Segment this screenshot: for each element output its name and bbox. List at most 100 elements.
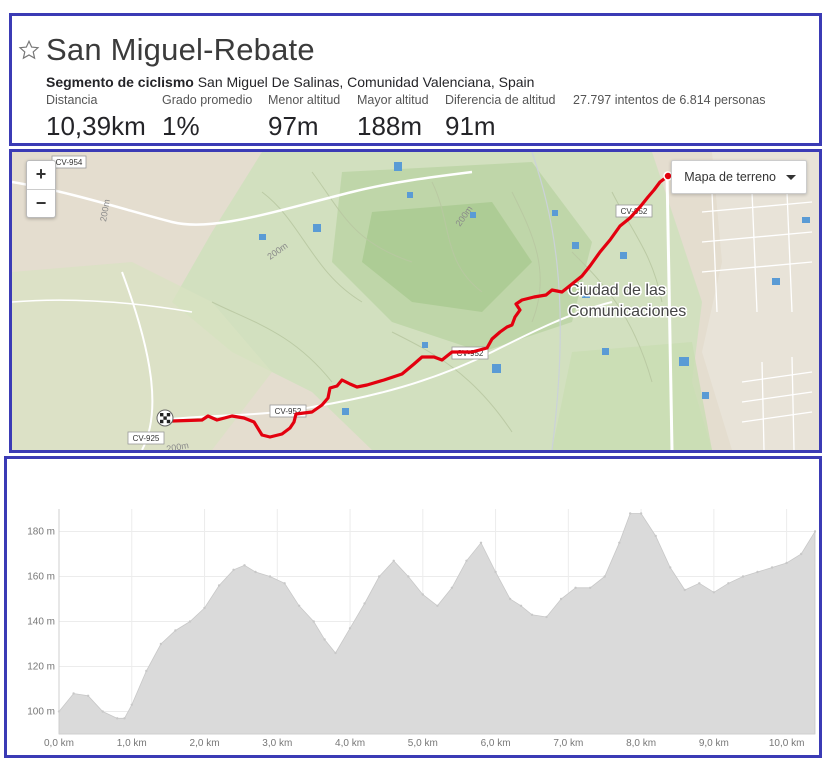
elevation-point — [712, 591, 716, 594]
elevation-point — [268, 575, 272, 578]
segment-route[interactable] — [170, 174, 670, 439]
attempts-count: 27.797 intentos de 6.814 personas — [573, 93, 766, 107]
elevation-point — [217, 584, 221, 587]
x-tick-label: 9,0 km — [699, 738, 729, 749]
road-label-cv954: CV-954 — [51, 155, 87, 169]
segment-type: Segmento de ciclismo — [46, 74, 194, 90]
stat-value: 188m — [357, 111, 423, 141]
elevation-point — [123, 717, 126, 720]
zoom-out-button[interactable]: − — [35, 193, 47, 213]
elevation-point — [116, 717, 119, 720]
elevation-point — [618, 541, 621, 544]
segment-header: San Miguel-Rebate Segmento de ciclismo S… — [9, 13, 822, 146]
elevation-point — [465, 559, 468, 562]
elevation-point — [800, 552, 803, 556]
elevation-point — [589, 586, 592, 589]
elevation-point — [283, 582, 286, 585]
elevation-point — [392, 559, 395, 562]
stat-label: Menor altitud — [268, 93, 341, 107]
stat-avg-grade: Grado promedio 1% — [162, 93, 268, 142]
elevation-chart[interactable]: 100 m 120 m 140 m 160 m 180 m 0,0 km 1,0 km 2,0… — [7, 459, 819, 755]
elevation-point — [654, 534, 657, 538]
map-type-dropdown[interactable]: Mapa de terreno — [671, 160, 807, 194]
map-canvas[interactable]: 200m 200m 200m 200m CV-954 CV-925 CV-952… — [12, 152, 819, 450]
y-tick-label: 100 m — [27, 707, 55, 718]
elevation-point — [770, 566, 774, 569]
elevation-point — [639, 512, 643, 515]
elevation-point — [312, 620, 315, 623]
x-tick-label: 10,0 km — [769, 738, 805, 749]
page-title: San Miguel-Rebate — [46, 32, 315, 67]
stat-value: 91m — [445, 111, 496, 141]
stat-elevation-diff: Diferencia de altitud 91m — [445, 93, 565, 142]
elevation-profile: 100 m 120 m 140 m 160 m 180 m 0,0 km 1,0 km 2,0… — [4, 456, 822, 758]
elevation-point — [130, 703, 133, 706]
stat-label: Grado promedio — [162, 93, 253, 107]
elevation-point — [232, 568, 235, 571]
road-label-text: CV-952 — [275, 407, 302, 416]
stat-value: 97m — [268, 111, 319, 141]
segment-map[interactable]: 200m 200m 200m 200m CV-954 CV-925 CV-952… — [9, 149, 822, 453]
x-tick-label: 8,0 km — [626, 738, 656, 749]
road-label-cv952: CV-952 — [269, 404, 307, 418]
elevation-point — [450, 586, 454, 589]
elevation-point — [407, 575, 410, 578]
road-label-text: CV-925 — [133, 434, 160, 443]
elevation-point — [741, 575, 745, 578]
elevation-point — [174, 629, 177, 632]
elevation-point — [669, 566, 672, 569]
stat-label: Distancia — [46, 93, 98, 107]
place-label-line2: Comunicaciones — [568, 303, 686, 320]
elevation-point — [727, 582, 730, 585]
elevation-point — [421, 593, 424, 596]
elevation-point — [254, 570, 257, 574]
elevation-point — [243, 564, 246, 567]
elevation-point — [348, 627, 352, 630]
elevation-point — [323, 638, 326, 641]
y-tick-label: 140 m — [27, 617, 55, 628]
x-tick-label: 1,0 km — [117, 738, 147, 749]
elevation-point — [785, 561, 788, 565]
elevation-point — [698, 582, 701, 585]
map-type-label: Mapa de terreno — [684, 170, 776, 184]
x-tick-label: 4,0 km — [335, 738, 365, 749]
star-icon[interactable] — [18, 39, 40, 61]
segment-subtitle: Segmento de ciclismo San Miguel De Salin… — [46, 74, 534, 90]
elevation-point — [479, 541, 483, 544]
finish-flag-icon — [156, 409, 174, 427]
contour-label: 200m — [98, 198, 112, 222]
stat-label: Mayor altitud — [357, 93, 429, 107]
road-label-cv925: CV-925 — [127, 431, 165, 445]
elevation-point — [508, 597, 512, 601]
x-tick-label: 6,0 km — [481, 738, 511, 749]
x-tick-label: 5,0 km — [408, 738, 438, 749]
elevation-point — [530, 613, 534, 616]
elevation-point — [297, 604, 301, 607]
chevron-down-icon — [786, 175, 796, 180]
elevation-point — [603, 575, 606, 578]
stat-max-elevation: Mayor altitud 188m — [357, 93, 445, 142]
elevation-point — [813, 530, 817, 533]
elevation-point — [494, 570, 497, 574]
stat-label: Diferencia de altitud — [445, 93, 556, 107]
x-tick-label: 7,0 km — [553, 738, 583, 749]
y-tick-label: 120 m — [27, 662, 55, 673]
elevation-point — [203, 606, 206, 610]
elevation-point — [756, 570, 759, 574]
contour-label: 200m — [166, 440, 190, 450]
stat-value: 1% — [162, 111, 200, 141]
elevation-area — [58, 513, 816, 735]
x-tick-label: 3,0 km — [262, 738, 292, 749]
y-tick-label: 160 m — [27, 572, 55, 583]
stat-min-elevation: Menor altitud 97m — [268, 93, 357, 142]
elevation-point — [145, 669, 148, 673]
stat-value: 10,39km — [46, 111, 146, 141]
title-row: San Miguel-Rebate — [18, 32, 315, 68]
place-label-line1: Ciudad de las — [568, 282, 666, 299]
road-label-text: CV-954 — [56, 158, 83, 167]
elevation-point — [378, 575, 381, 578]
stats-row: Distancia 10,39km Grado promedio 1% Meno… — [46, 93, 565, 142]
elevation-point — [188, 620, 192, 623]
zoom-in-button[interactable]: + — [27, 161, 55, 190]
elevation-point — [559, 597, 563, 601]
